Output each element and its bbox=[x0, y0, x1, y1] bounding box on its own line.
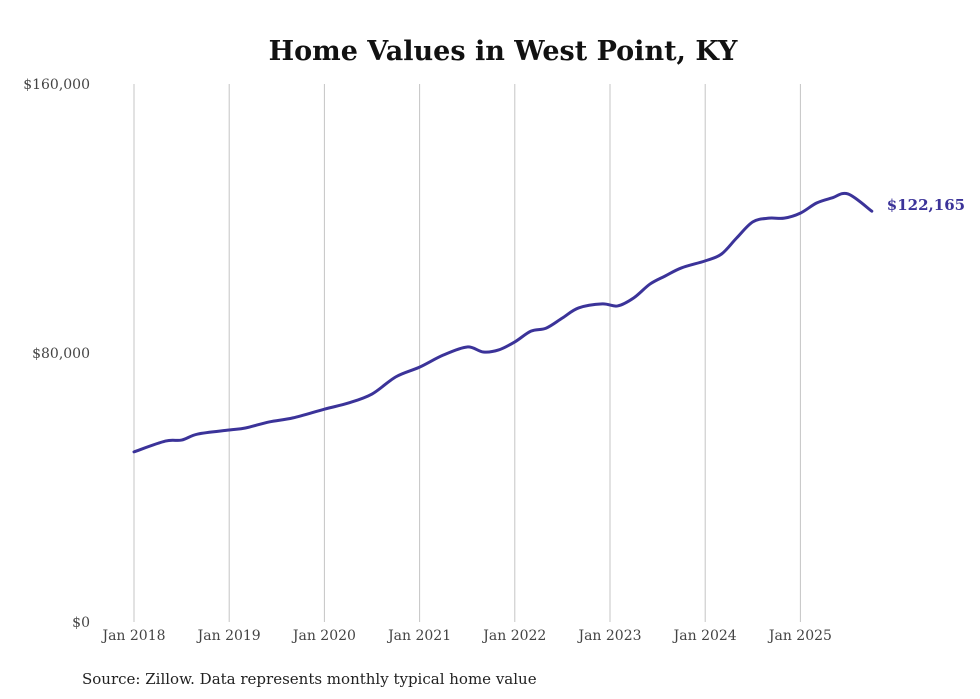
x-tick-label: Jan 2025 bbox=[767, 628, 832, 644]
y-tick-label: $80,000 bbox=[32, 346, 90, 362]
source-note: Source: Zillow. Data represents monthly … bbox=[82, 670, 537, 688]
x-tick-label: Jan 2020 bbox=[291, 628, 356, 644]
x-tick-label: Jan 2022 bbox=[481, 628, 546, 644]
x-tick-label: Jan 2019 bbox=[196, 628, 261, 644]
x-tick-label: Jan 2023 bbox=[576, 628, 641, 644]
y-tick-label: $160,000 bbox=[23, 77, 90, 93]
end-value-label: $122,165 bbox=[887, 196, 965, 214]
x-tick-label: Jan 2024 bbox=[672, 628, 737, 644]
y-tick-label: $0 bbox=[72, 615, 90, 631]
x-tick-label: Jan 2021 bbox=[386, 628, 451, 644]
chart-title: Home Values in West Point, KY bbox=[269, 36, 738, 67]
x-tick-label: Jan 2018 bbox=[100, 628, 165, 644]
series-line bbox=[132, 191, 874, 454]
